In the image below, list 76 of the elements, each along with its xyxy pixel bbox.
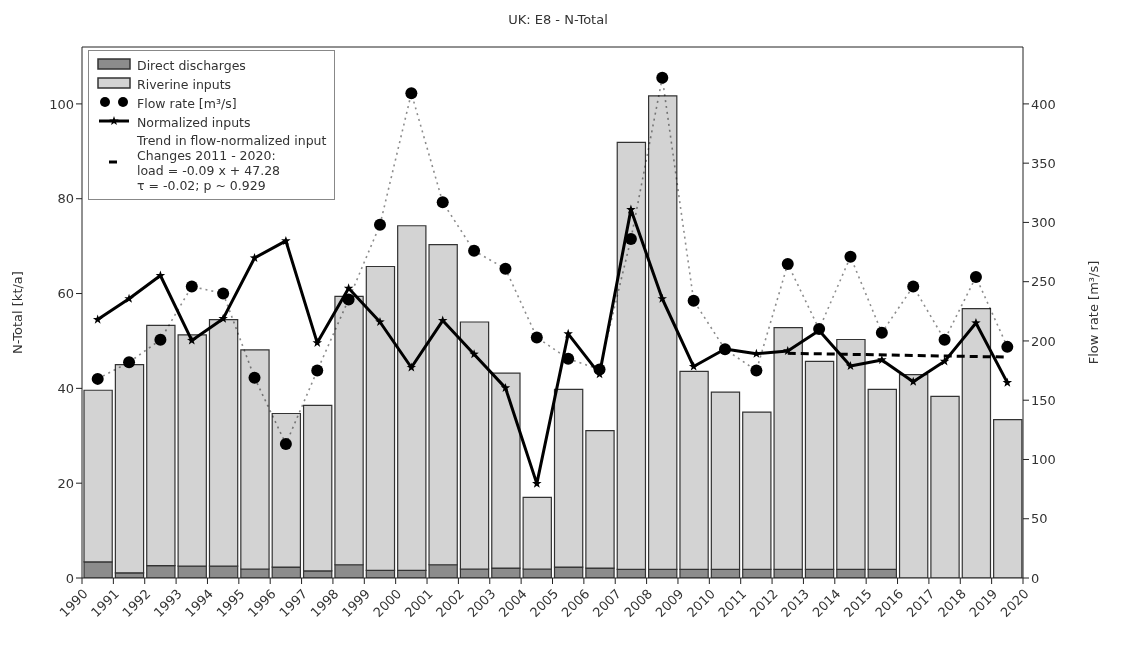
point — [311, 364, 324, 377]
y2-axis-title: Flow rate [m³/s] — [1085, 260, 1101, 365]
legend-label: Trend in flow-normalized input Changes 2011 - 2020: load = -0.09 x + 47.28 τ = -0.02; p ~ 0.929 — [137, 133, 327, 193]
y2-tick-label: 350 — [1031, 155, 1056, 171]
point — [875, 326, 888, 339]
point — [249, 252, 260, 263]
point — [908, 376, 918, 386]
point — [185, 280, 198, 293]
point — [1001, 340, 1014, 353]
legend-label: Flow rate [m³/s] — [137, 96, 237, 111]
point — [187, 335, 197, 345]
point — [530, 331, 543, 344]
point — [405, 87, 418, 100]
point — [499, 262, 512, 275]
point — [844, 250, 857, 263]
y2-tick-label: 250 — [1031, 274, 1056, 290]
point — [406, 362, 417, 372]
y2-tick-label: 0 — [1031, 570, 1040, 586]
point — [91, 372, 104, 385]
point — [373, 218, 386, 231]
point — [562, 352, 575, 365]
point — [1002, 377, 1013, 387]
y-tick-label: 40 — [57, 380, 74, 396]
point — [468, 244, 481, 257]
bar — [961, 308, 992, 578]
point — [248, 371, 261, 384]
point — [155, 270, 166, 280]
point — [969, 270, 982, 283]
y2-tick-label: 50 — [1031, 511, 1048, 527]
point — [782, 345, 793, 355]
chart-title: UK: E8 - N-Total — [507, 11, 609, 29]
point — [781, 257, 794, 270]
point — [626, 204, 636, 214]
point — [123, 356, 136, 369]
y2-tick-label: 100 — [1031, 452, 1056, 468]
point — [342, 293, 355, 306]
y-axis-title: N-Total [kt/a] — [9, 271, 25, 354]
y-tick-label: 60 — [57, 286, 74, 302]
point — [500, 382, 511, 392]
y2-tick-label: 300 — [1031, 215, 1056, 231]
legend-label: Direct discharges — [137, 58, 246, 73]
point — [907, 280, 920, 293]
point — [656, 71, 669, 84]
point — [281, 235, 291, 245]
point — [92, 314, 103, 324]
point — [375, 316, 385, 327]
point — [154, 333, 167, 346]
point — [939, 356, 950, 366]
point — [279, 438, 292, 451]
point — [218, 313, 228, 323]
y-tick-label: 80 — [57, 191, 74, 207]
point — [688, 361, 699, 371]
y2-tick-label: 150 — [1031, 392, 1056, 408]
bar — [898, 374, 929, 578]
y2-tick-label: 200 — [1031, 333, 1056, 349]
point — [312, 337, 323, 347]
point — [437, 315, 448, 325]
y2-tick-label: 400 — [1031, 96, 1056, 112]
point — [217, 287, 230, 300]
point — [938, 333, 951, 346]
y-tick-label: 0 — [65, 570, 74, 586]
bar — [930, 395, 960, 578]
point — [657, 293, 668, 303]
bar — [114, 364, 145, 574]
point — [124, 293, 134, 303]
bar — [993, 419, 1023, 578]
point — [750, 364, 763, 377]
point — [687, 294, 700, 307]
point — [436, 196, 449, 209]
point — [563, 328, 573, 338]
point — [971, 317, 981, 327]
y-tick-label: 100 — [49, 96, 74, 112]
point — [469, 349, 479, 359]
legend-label: Riverine inputs — [137, 77, 232, 92]
y-tick-label: 20 — [57, 475, 74, 491]
legend-label: Normalized inputs — [137, 115, 251, 130]
